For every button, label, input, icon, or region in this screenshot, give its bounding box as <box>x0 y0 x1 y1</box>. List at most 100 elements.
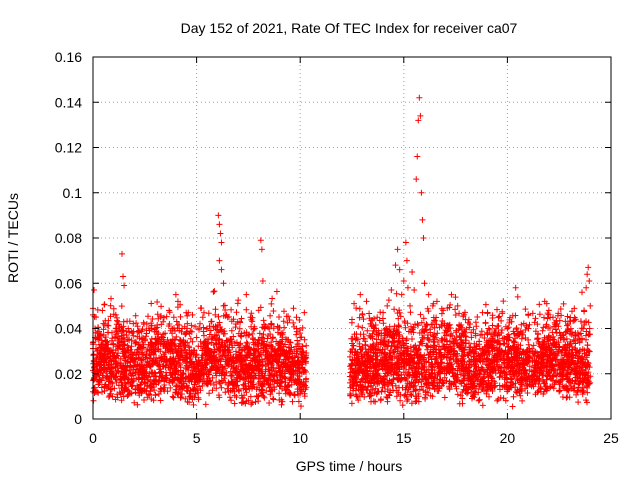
data-point <box>467 320 474 327</box>
data-point <box>529 348 536 355</box>
data-point <box>135 341 142 348</box>
y-tick-label: 0.06 <box>55 275 82 291</box>
data-point <box>419 216 426 223</box>
data-point <box>349 316 355 323</box>
y-tick-label: 0.08 <box>55 230 82 246</box>
y-tick-label: 0.14 <box>55 94 82 110</box>
data-point <box>508 318 515 325</box>
x-tick-label: 25 <box>603 430 619 446</box>
data-point <box>120 273 127 280</box>
y-tick-label: 0.16 <box>55 49 82 65</box>
data-point <box>371 325 378 332</box>
data-point <box>257 237 264 244</box>
data-point <box>581 307 588 314</box>
data-point <box>119 250 126 257</box>
data-point <box>255 307 262 314</box>
data-point <box>218 266 225 273</box>
data-point <box>261 325 268 332</box>
data-point <box>185 309 192 316</box>
data-point <box>179 325 186 332</box>
data-point <box>415 117 422 124</box>
data-point <box>554 320 561 327</box>
data-point <box>411 287 418 294</box>
data-point <box>251 325 258 332</box>
data-point <box>359 311 366 318</box>
data-point <box>351 300 358 307</box>
data-point <box>402 239 409 246</box>
data-point <box>485 325 492 332</box>
data-point <box>586 277 593 284</box>
data-point <box>413 176 420 183</box>
data-point <box>216 257 223 264</box>
data-point <box>549 314 556 321</box>
data-point <box>545 307 552 314</box>
data-point <box>208 318 215 325</box>
x-axis-label: GPS time / hours <box>296 458 403 474</box>
data-point <box>421 280 428 287</box>
data-point <box>110 352 117 359</box>
data-point <box>558 334 565 341</box>
data-point <box>237 318 244 325</box>
data-point <box>409 268 416 275</box>
data-point <box>420 235 427 241</box>
data-point <box>174 298 181 305</box>
data-point <box>448 291 455 298</box>
x-tick-label: 15 <box>396 430 412 446</box>
data-point <box>129 330 136 337</box>
data-point <box>418 189 425 196</box>
data-point <box>404 284 411 291</box>
data-point <box>384 302 391 309</box>
data-point <box>114 318 121 325</box>
data-point <box>152 348 159 355</box>
data-point <box>104 339 111 346</box>
data-point <box>539 327 546 334</box>
data-point <box>218 239 225 246</box>
data-point <box>170 314 177 321</box>
data-point <box>512 284 519 291</box>
data-point <box>570 336 577 343</box>
data-point <box>396 266 403 273</box>
y-tick-label: 0.12 <box>55 140 82 156</box>
data-point <box>414 153 421 160</box>
y-tick-label: 0.1 <box>63 185 83 201</box>
data-point <box>164 336 171 343</box>
background-points <box>90 288 594 410</box>
data-point <box>232 320 239 327</box>
data-point <box>268 339 275 346</box>
data-point <box>100 359 107 366</box>
data-point <box>96 366 103 373</box>
data-point <box>518 330 525 337</box>
data-point <box>193 334 200 341</box>
data-point <box>491 336 498 343</box>
data-point <box>297 334 304 341</box>
data-point <box>197 305 204 312</box>
data-point <box>199 314 206 321</box>
x-tick-label: 20 <box>500 430 516 446</box>
data-point <box>215 212 222 219</box>
data-point <box>398 291 405 298</box>
data-point <box>479 309 486 316</box>
data-point <box>473 323 480 330</box>
x-axis-tick-labels: 0 5 10 15 20 25 <box>89 430 619 446</box>
data-point <box>216 221 223 228</box>
data-point <box>217 230 224 237</box>
data-point <box>293 343 300 350</box>
data-points <box>90 94 594 410</box>
data-point <box>183 330 190 337</box>
data-point <box>400 277 407 284</box>
data-point <box>454 302 461 309</box>
data-point <box>125 325 132 332</box>
data-point <box>94 348 101 355</box>
data-point <box>121 282 128 289</box>
data-point <box>583 284 590 291</box>
data-point <box>274 348 281 355</box>
data-point <box>584 271 591 278</box>
data-point <box>220 302 227 309</box>
data-point <box>444 305 451 312</box>
data-point <box>280 343 287 350</box>
data-point <box>172 291 179 298</box>
data-point <box>106 348 113 355</box>
data-point <box>394 246 401 253</box>
data-point <box>189 311 196 318</box>
